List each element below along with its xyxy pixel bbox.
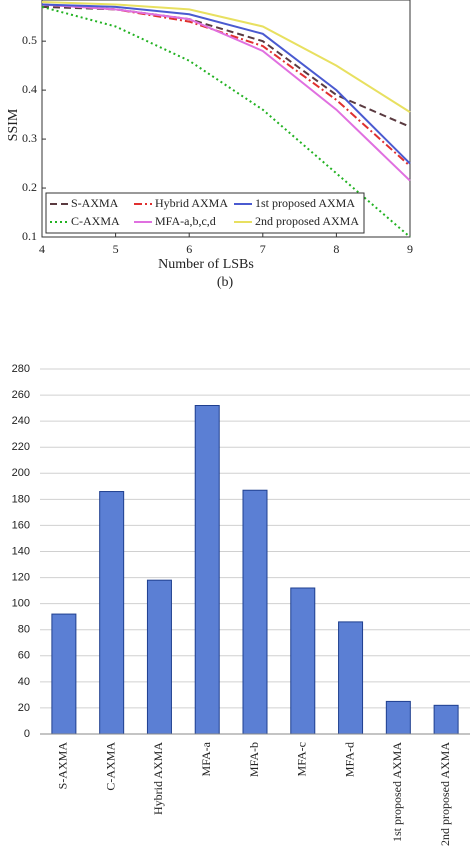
y-tick-label: 240: [12, 415, 30, 427]
y-tick-label: 180: [12, 493, 30, 505]
bar: [385, 700, 411, 735]
plot-frame: [41, 0, 411, 238]
legend-box: [45, 192, 365, 234]
line: [41, 1, 411, 114]
y-tick-label: 0.2: [22, 180, 37, 194]
bar: [99, 491, 125, 735]
y-tick-label: 80: [18, 624, 30, 636]
y-tick-label: 0.3: [22, 131, 37, 145]
y-axis-label: SSIM: [6, 108, 21, 141]
x-tick-label: 8: [333, 242, 339, 256]
x-tick-label: 4: [39, 242, 45, 256]
x-tick-label: 2nd proposed AXMA: [438, 742, 452, 846]
x-tick-label: 1st proposed AXMA: [390, 742, 404, 842]
bar: [433, 704, 459, 735]
y-tick-label: 60: [18, 650, 30, 662]
bar: [51, 613, 77, 735]
y-tick-label: 220: [12, 441, 30, 453]
line: [41, 5, 411, 238]
caption: (b): [217, 275, 234, 290]
y-tick-label: 40: [18, 676, 30, 688]
line: [41, 3, 411, 182]
legend-label: 1st proposed AXMA: [255, 196, 355, 210]
x-tick-label: MFA-a: [199, 741, 213, 776]
legend-label: C-AXMA: [71, 214, 120, 228]
y-tick-label: 280: [12, 363, 30, 375]
line: [41, 3, 411, 167]
line: [41, 3, 411, 165]
y-tick-label: 140: [12, 545, 30, 557]
y-tick-label: 160: [12, 519, 30, 531]
x-tick-label: 7: [260, 242, 266, 256]
x-tick-label: MFA-c: [295, 742, 309, 776]
bar: [242, 489, 268, 735]
y-tick-label: 200: [12, 467, 30, 479]
x-tick-label: 6: [186, 242, 192, 256]
legend-label: MFA-a,b,c,d: [155, 214, 216, 228]
y-tick-label: 260: [12, 389, 30, 401]
x-tick-label: C-AXMA: [103, 742, 117, 791]
y-tick-label: 120: [12, 571, 30, 583]
bar: [338, 621, 364, 735]
y-tick-label: 0: [24, 728, 30, 740]
y-tick-label: 0.1: [22, 229, 37, 243]
x-tick-label: 5: [113, 242, 119, 256]
y-tick-label: 20: [18, 702, 30, 714]
y-tick-label: 0.4: [22, 82, 37, 96]
x-axis-label: Number of LSBs: [158, 257, 254, 272]
x-tick-label: 9: [407, 242, 413, 256]
bar: [146, 579, 172, 735]
x-tick-label: S-AXMA: [56, 742, 70, 790]
bar: [290, 587, 316, 735]
bar: [194, 405, 220, 735]
legend-label: S-AXMA: [71, 196, 119, 210]
legend-label: 2nd proposed AXMA: [255, 214, 359, 228]
legend-label: Hybrid AXMA: [155, 196, 228, 210]
y-tick-label: 100: [12, 598, 30, 610]
x-tick-label: MFA-b: [247, 742, 261, 777]
x-tick-label: MFA-d: [342, 742, 356, 777]
y-tick-label: 0.5: [22, 33, 37, 47]
x-tick-label: Hybrid AXMA: [151, 742, 165, 815]
